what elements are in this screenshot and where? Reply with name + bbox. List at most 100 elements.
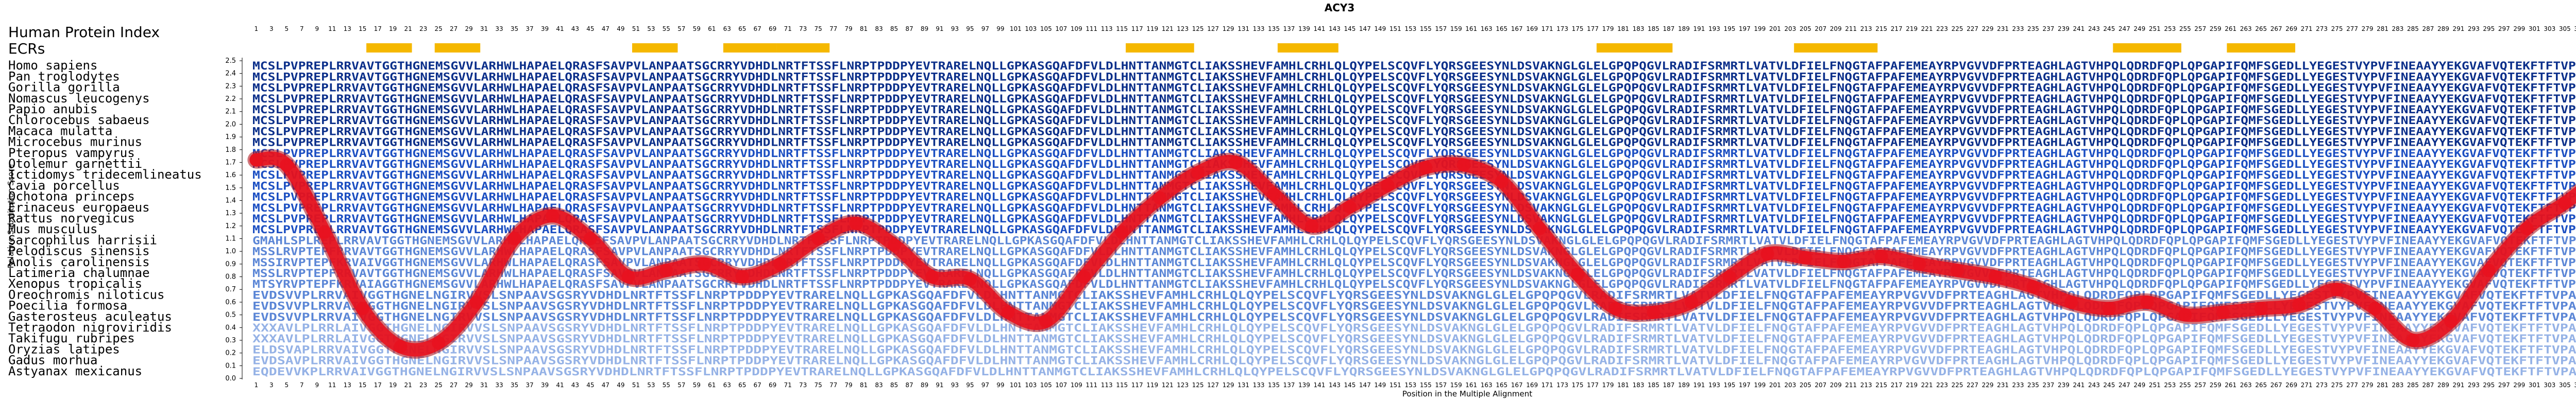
x-tick-label: 135 — [1268, 381, 1280, 389]
x-tick-label: 157 — [1435, 381, 1447, 389]
index-tick-label: 15 — [359, 25, 366, 32]
ecr-bar — [776, 43, 830, 53]
y-tick-label: 2.2 — [225, 95, 236, 103]
x-tick-label: 113 — [1101, 381, 1113, 389]
x-tick-label: 173 — [1556, 381, 1568, 389]
index-tick-label: 71 — [784, 25, 792, 32]
x-tick-label: 303 — [2544, 381, 2555, 389]
substitution-point — [355, 302, 369, 316]
species-label: Erinaceus europaeus — [8, 200, 150, 215]
index-tick-label: 243 — [2088, 25, 2100, 32]
index-tick-label: 83 — [875, 25, 883, 32]
index-tick-label: 233 — [2012, 25, 2024, 32]
index-tick-label: 97 — [981, 25, 989, 32]
index-tick-label: 39 — [541, 25, 549, 32]
x-tick-label: 35 — [511, 381, 518, 389]
index-tick-label: 103 — [1025, 25, 1037, 32]
species-label: Nomascus leucogenys — [8, 91, 150, 106]
substitution-point — [621, 270, 635, 284]
species-label: Pteropus vampyrus — [8, 146, 135, 160]
index-tick-label: 239 — [2058, 25, 2070, 32]
x-tick-label: 63 — [723, 381, 731, 389]
index-tick-label: 277 — [2346, 25, 2358, 32]
x-tick-label: 217 — [1891, 381, 1903, 389]
y-axis-label: Relative Substitution Score — [6, 164, 15, 269]
index-tick-label: 261 — [2225, 25, 2236, 32]
x-tick-label: 197 — [1739, 381, 1751, 389]
index-tick-label: 115 — [1116, 25, 1128, 32]
substitution-point — [1951, 264, 1964, 277]
substitution-point — [887, 238, 901, 252]
x-tick-label: 123 — [1177, 381, 1189, 389]
y-tick-label: 2.1 — [225, 108, 236, 116]
substitution-point — [1722, 270, 1736, 284]
substitution-point — [2064, 295, 2078, 309]
index-tick-label: 149 — [1374, 25, 1386, 32]
x-tick-label: 97 — [981, 381, 989, 389]
index-tick-label: 173 — [1556, 25, 1568, 32]
y-tick-label: 0.9 — [225, 261, 236, 268]
index-tick-label: 153 — [1404, 25, 1416, 32]
ecr-bar-row — [366, 43, 2296, 53]
x-tick-label: 139 — [1298, 381, 1310, 389]
index-tick-label: 41 — [556, 25, 564, 32]
index-tick-label: 37 — [526, 25, 533, 32]
x-tick-label: 91 — [936, 381, 943, 389]
substitution-point — [1457, 158, 1470, 172]
index-tick-label: 273 — [2316, 25, 2328, 32]
sequence-alignment-block: MCSLPVPREPLRRVAVTGGTHGNEMSGVVLARHWLHAPAE… — [252, 60, 2576, 378]
sequence-row: MCSLPVPREPLRRVAVTGGTHGNEMSGVVLARHWLHAPAE… — [252, 202, 2576, 214]
sequence-row: ELDSVAPLRRVAIVGGTHGNELNGIRVVSLSNPAAVSGSR… — [252, 343, 2576, 356]
index-tick-label: 213 — [1860, 25, 1872, 32]
x-axis-label: Position in the Multiple Alignment — [1402, 389, 1532, 398]
x-tick-label: 23 — [419, 381, 427, 389]
ecr-bar — [1596, 43, 1673, 53]
x-tick-label: 57 — [677, 381, 685, 389]
ecr-row-label: ECRs — [8, 40, 45, 57]
x-tick-label: 109 — [1071, 381, 1082, 389]
x-tick-label: 209 — [1830, 381, 1842, 389]
index-tick-label: 117 — [1131, 25, 1143, 32]
x-tick-label: 143 — [1329, 381, 1341, 389]
species-label: Poecilia formosa — [8, 299, 127, 313]
y-tick-label: 1.3 — [225, 210, 236, 217]
sequence-row: MCSLPVPREPLRRVAVTGGTHGNEMSGVVLARHWLHAPAE… — [252, 213, 2576, 225]
substitution-point — [1608, 302, 1622, 316]
x-tick-label: 305 — [2559, 381, 2571, 389]
index-tick-label: 19 — [389, 25, 397, 32]
species-label: Homo sapiens — [8, 58, 97, 73]
sequence-row: MCSLPVPREPLRRVAVTGGTHGNEMSGVVLARHWLHAPAE… — [252, 180, 2576, 192]
index-tick-label: 285 — [2407, 25, 2419, 32]
index-tick-label: 57 — [677, 25, 685, 32]
index-tick-label: 5 — [285, 25, 289, 32]
index-tick-label: 73 — [799, 25, 807, 32]
x-tick-label: 255 — [2179, 381, 2191, 389]
index-tick-label: 251 — [2149, 25, 2161, 32]
sequence-row: MCSLPVPREPLRRVAVTGGTHGNEMSGVVLARHWLHAPAE… — [252, 136, 2576, 149]
index-tick-label: 35 — [511, 25, 518, 32]
species-label: Chlorocebus sabaeus — [8, 113, 150, 127]
substitution-point — [1153, 191, 1167, 205]
index-tick-label: 171 — [1541, 25, 1553, 32]
x-tick-label: 27 — [450, 381, 457, 389]
x-tick-label: 249 — [2133, 381, 2145, 389]
index-tick-label: 25 — [434, 25, 442, 32]
index-tick-label: 181 — [1617, 25, 1629, 32]
index-tick-label: 31 — [480, 25, 488, 32]
x-tick-label: 77 — [829, 381, 837, 389]
x-tick-label: 121 — [1162, 381, 1174, 389]
ecr-bar — [434, 43, 481, 53]
substitution-point — [2406, 333, 2420, 347]
species-label: Cavia porcellus — [8, 178, 120, 193]
x-tick-label: 259 — [2210, 381, 2222, 389]
y-tick-label: 1.8 — [225, 146, 236, 154]
x-tick-label: 207 — [1815, 381, 1826, 389]
index-tick-label: 49 — [617, 25, 624, 32]
index-tick-label: 133 — [1253, 25, 1265, 32]
index-tick-label: 259 — [2210, 25, 2222, 32]
x-tick-label: 49 — [617, 381, 624, 389]
index-tick-label: 7 — [300, 25, 304, 32]
substitution-point — [811, 232, 825, 246]
y-tick-label: 0.6 — [225, 299, 236, 306]
species-label: Ictidomys tridecemlineatus — [8, 167, 202, 182]
